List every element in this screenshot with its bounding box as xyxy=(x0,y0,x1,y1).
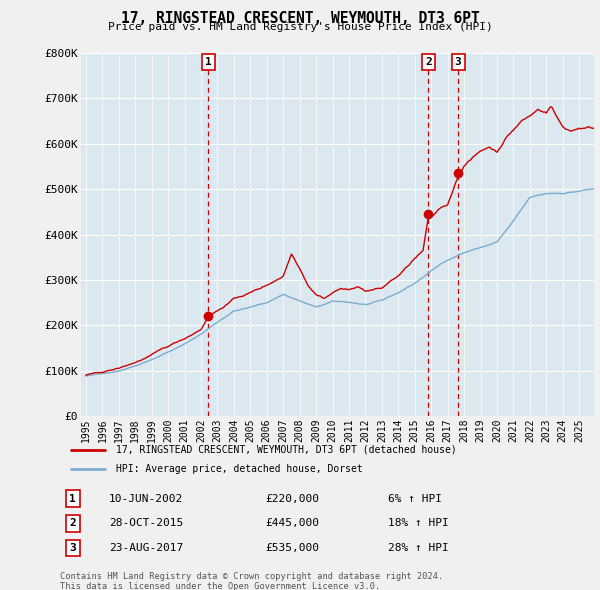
Text: 10-JUN-2002: 10-JUN-2002 xyxy=(109,494,183,504)
Text: This data is licensed under the Open Government Licence v3.0.: This data is licensed under the Open Gov… xyxy=(60,582,380,590)
Text: 17, RINGSTEAD CRESCENT, WEYMOUTH, DT3 6PT: 17, RINGSTEAD CRESCENT, WEYMOUTH, DT3 6P… xyxy=(121,11,479,25)
Text: £445,000: £445,000 xyxy=(265,519,319,528)
Text: 2: 2 xyxy=(425,57,432,67)
Text: 1: 1 xyxy=(70,494,76,504)
Text: HPI: Average price, detached house, Dorset: HPI: Average price, detached house, Dors… xyxy=(116,464,363,474)
Text: 2: 2 xyxy=(70,519,76,528)
Text: £535,000: £535,000 xyxy=(265,543,319,553)
Text: 3: 3 xyxy=(70,543,76,553)
Text: 3: 3 xyxy=(455,57,461,67)
Text: £220,000: £220,000 xyxy=(265,494,319,504)
Text: 1: 1 xyxy=(205,57,212,67)
Text: 23-AUG-2017: 23-AUG-2017 xyxy=(109,543,183,553)
Text: Contains HM Land Registry data © Crown copyright and database right 2024.: Contains HM Land Registry data © Crown c… xyxy=(60,572,443,581)
Text: 28-OCT-2015: 28-OCT-2015 xyxy=(109,519,183,528)
Text: Price paid vs. HM Land Registry's House Price Index (HPI): Price paid vs. HM Land Registry's House … xyxy=(107,22,493,32)
Text: 18% ↑ HPI: 18% ↑ HPI xyxy=(388,519,449,528)
Text: 28% ↑ HPI: 28% ↑ HPI xyxy=(388,543,449,553)
Text: 17, RINGSTEAD CRESCENT, WEYMOUTH, DT3 6PT (detached house): 17, RINGSTEAD CRESCENT, WEYMOUTH, DT3 6P… xyxy=(116,445,457,455)
Text: 6% ↑ HPI: 6% ↑ HPI xyxy=(388,494,442,504)
